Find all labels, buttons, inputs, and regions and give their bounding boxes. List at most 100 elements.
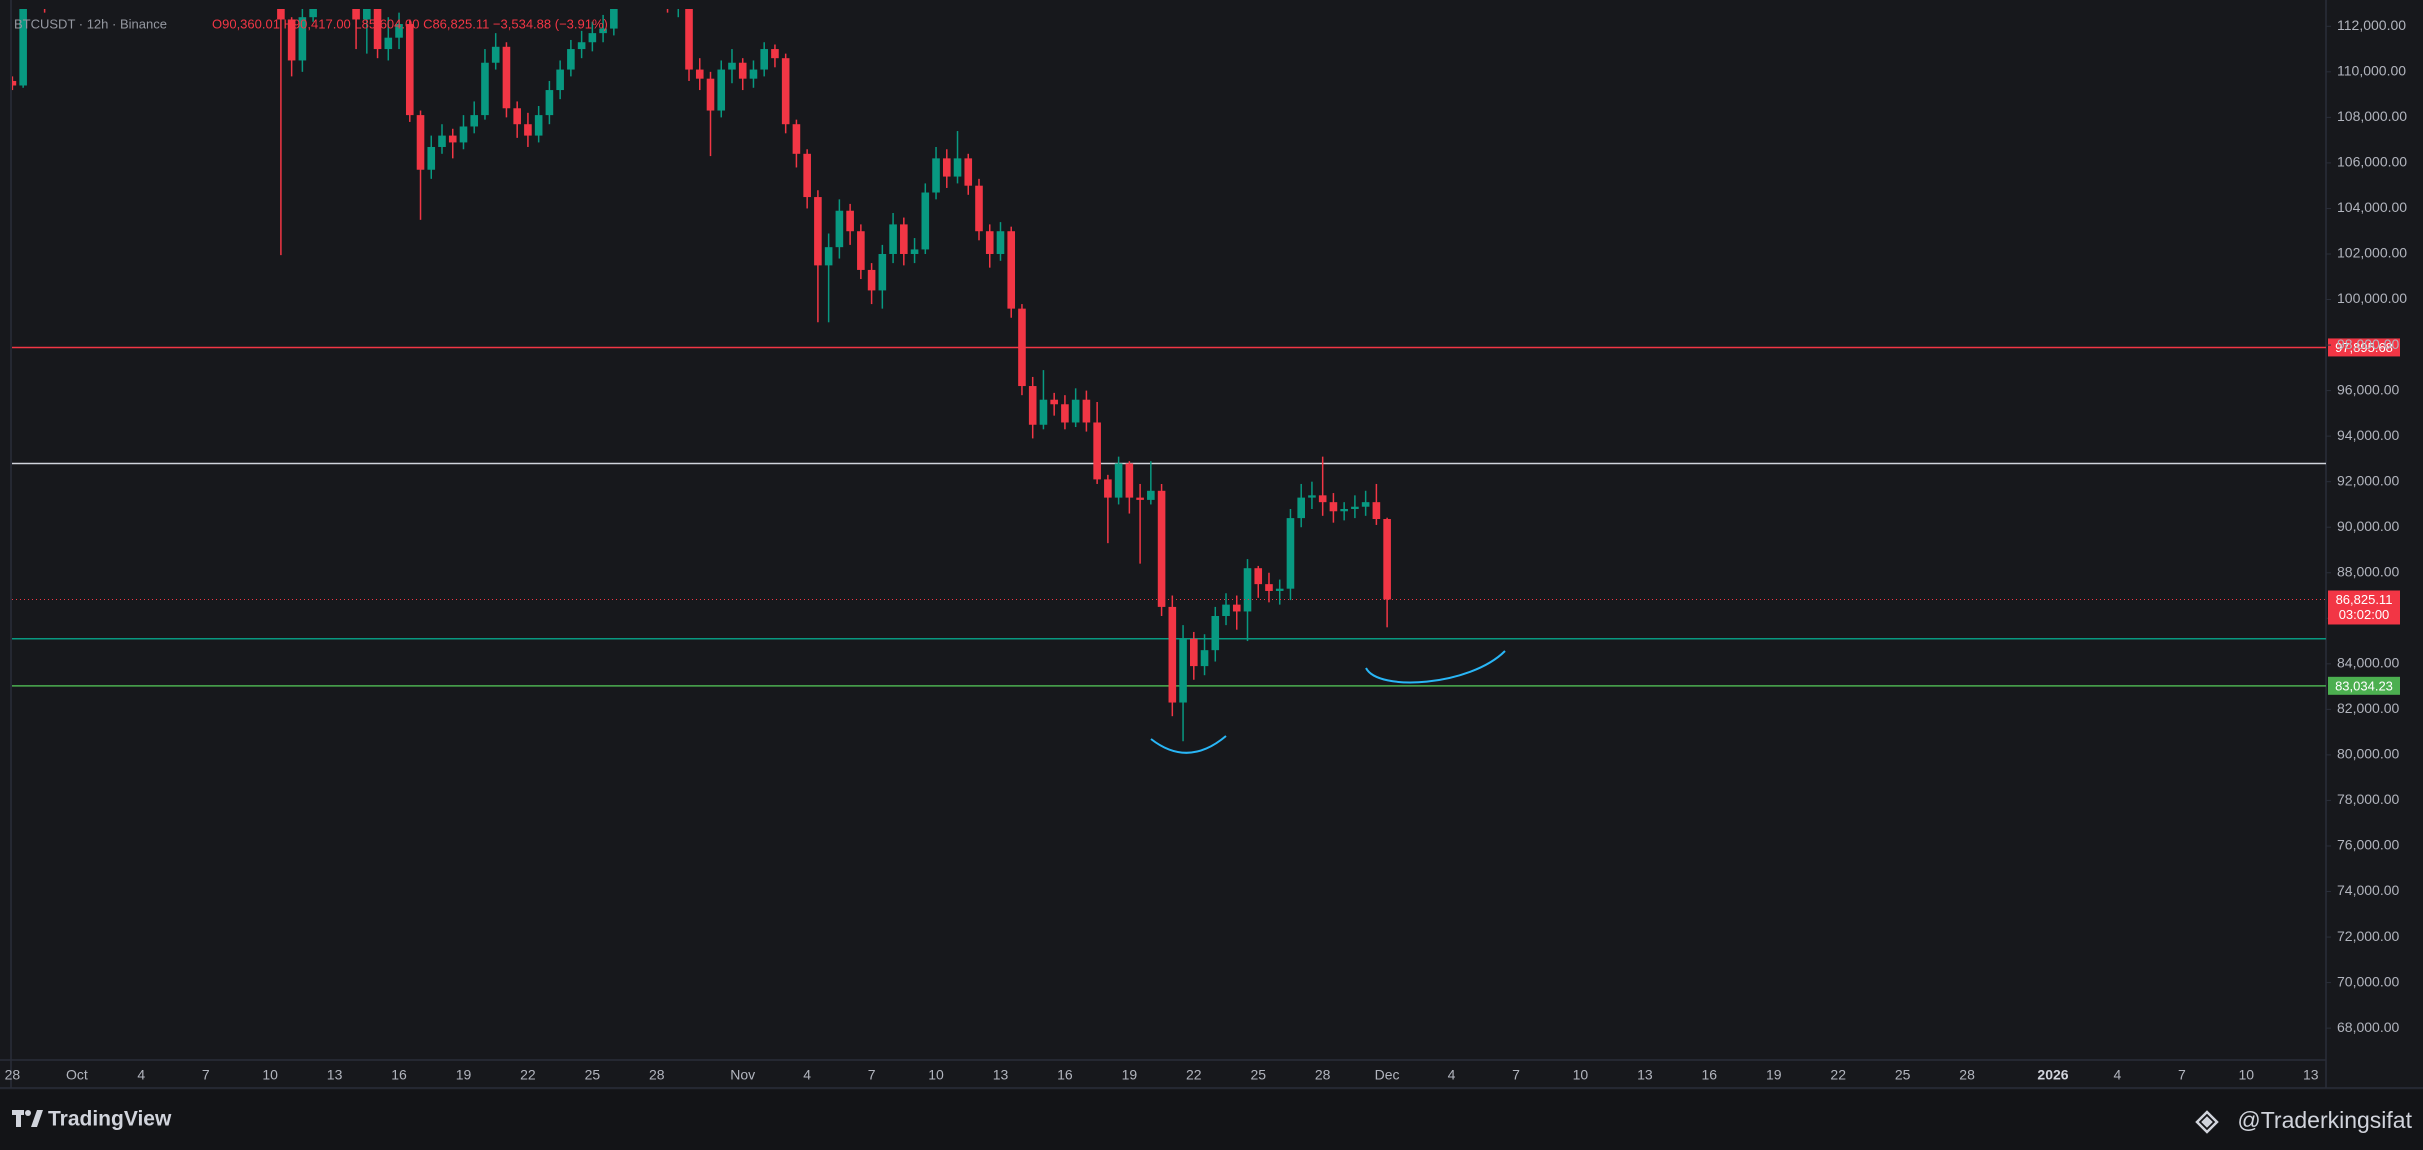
candle-body — [395, 24, 403, 38]
x-tick-label: 13 — [2303, 1067, 2319, 1083]
candle-body — [1372, 502, 1381, 520]
candle-body — [405, 24, 414, 116]
candle-body — [1351, 506, 1359, 509]
candle-body — [384, 37, 393, 50]
candle-body — [1254, 568, 1263, 585]
candle-body — [287, 19, 296, 61]
candle-body — [1222, 604, 1230, 617]
candle-body — [1039, 399, 1048, 425]
x-tick-label: 10 — [2239, 1067, 2255, 1083]
candle-body — [749, 69, 758, 79]
x-tick-label: 7 — [2178, 1067, 2186, 1083]
x-tick-label: 28 — [649, 1067, 665, 1083]
candle-body — [524, 124, 532, 136]
candle-body — [481, 62, 489, 116]
candle-body — [889, 224, 897, 254]
candle-body — [19, 9, 27, 86]
y-tick-label: 94,000.00 — [2337, 427, 2399, 443]
candle-body — [1340, 508, 1348, 512]
x-tick-label: 25 — [1250, 1067, 1266, 1083]
candle-body — [1050, 399, 1058, 405]
candle-body — [448, 135, 457, 143]
x-tick-label: 13 — [327, 1067, 343, 1083]
y-tick-label: 78,000.00 — [2337, 791, 2399, 807]
current-price-box — [2328, 590, 2400, 625]
y-tick-label: 108,000.00 — [2337, 108, 2407, 124]
candle-body — [1318, 495, 1327, 503]
candle-body — [857, 231, 865, 270]
x-tick-label: 2026 — [2037, 1067, 2068, 1083]
x-tick-label: 28 — [1959, 1067, 1975, 1083]
candle-body — [1200, 650, 1209, 667]
x-tick-label: 10 — [1573, 1067, 1589, 1083]
candle-body — [1179, 638, 1187, 703]
y-tick-label: 76,000.00 — [2337, 837, 2399, 853]
candle-body — [1329, 502, 1338, 512]
y-tick-label: 96,000.00 — [2337, 381, 2399, 397]
y-tick-label: 68,000.00 — [2337, 1019, 2399, 1035]
ohlc-legend: O90,360.01 H90,417.00 L85,604.00 C86,825… — [212, 16, 608, 31]
x-tick-label: 4 — [803, 1067, 811, 1083]
candle-body — [1168, 606, 1177, 703]
candle-body — [706, 78, 715, 111]
candle-body — [1297, 497, 1305, 519]
candle-body — [964, 158, 973, 186]
candle-body — [921, 192, 930, 250]
symbol-label: BTCUSDT · 12h · Binance — [14, 16, 167, 31]
brand-name: TradingView — [48, 1108, 172, 1131]
x-tick-label: 4 — [137, 1067, 145, 1083]
candle-body — [438, 135, 446, 147]
candle-body — [1061, 404, 1069, 423]
candle-body — [470, 115, 479, 127]
candle-body — [513, 108, 521, 125]
x-tick-label: Dec — [1375, 1067, 1400, 1083]
candle-body — [781, 58, 790, 125]
candle-body — [363, 9, 371, 20]
x-tick-label: 19 — [456, 1067, 472, 1083]
x-tick-label: 28 — [1315, 1067, 1331, 1083]
y-tick-label: 82,000.00 — [2337, 700, 2399, 716]
candle-body — [416, 115, 425, 170]
candle-body — [953, 158, 962, 177]
x-tick-label: 4 — [1448, 1067, 1456, 1083]
candles — [12, 9, 1391, 742]
candle-body — [803, 153, 811, 198]
annotation-arc — [1365, 650, 1506, 684]
candle-body — [1104, 479, 1112, 498]
level-label: 83,034.23 — [2335, 678, 2393, 693]
candle-body — [942, 158, 951, 177]
candle-body — [814, 197, 822, 266]
candle-body — [1028, 386, 1037, 425]
x-tick-label: 7 — [868, 1067, 876, 1083]
level-label-box — [2328, 676, 2400, 695]
y-tick-label: 106,000.00 — [2337, 154, 2407, 170]
y-tick-label: 90,000.00 — [2337, 518, 2399, 534]
x-tick-label: 22 — [1186, 1067, 1202, 1083]
candle-body — [878, 253, 887, 291]
candle-body — [1082, 399, 1091, 423]
y-tick-label: 110,000.00 — [2337, 63, 2406, 79]
current-price-label: 86,825.11 — [2336, 592, 2393, 607]
candle-body — [1136, 497, 1144, 500]
candle-body — [1286, 518, 1295, 589]
candle-body — [610, 9, 618, 29]
y-tick-label: 72,000.00 — [2337, 928, 2399, 944]
candle-body — [1157, 490, 1166, 607]
y-tick-label: 112,000.00 — [2337, 17, 2406, 33]
candle-body — [1190, 638, 1198, 667]
candle-body — [900, 224, 908, 254]
candle-body — [1243, 568, 1252, 612]
candle-body — [1275, 588, 1284, 591]
candle-body — [567, 49, 575, 70]
candle-body — [835, 210, 844, 248]
x-tick-label: 13 — [993, 1067, 1009, 1083]
x-tick-label: 22 — [1830, 1067, 1846, 1083]
candle-body — [1147, 490, 1155, 500]
candle-body — [577, 42, 586, 50]
y-tick-label: 98,000.00 — [2337, 336, 2399, 352]
candle-body — [1007, 231, 1016, 309]
candle-body — [12, 80, 17, 86]
x-tick-label: 10 — [928, 1067, 944, 1083]
candle-body — [352, 9, 360, 20]
